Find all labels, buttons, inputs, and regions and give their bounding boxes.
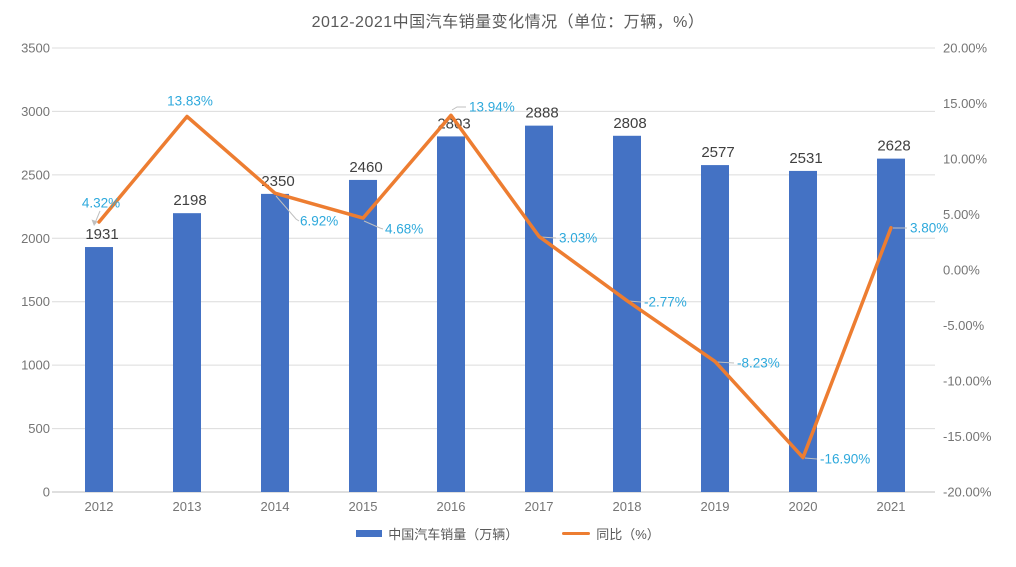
right-axis-tick-label: 10.00% [943, 152, 988, 167]
right-axis-tick-label: 20.00% [943, 41, 988, 56]
x-axis-label: 2020 [789, 499, 818, 514]
bar-value-label: 2628 [877, 138, 910, 155]
label-leader-line [275, 195, 300, 222]
line-series-swatch-icon [562, 531, 591, 536]
bar-value-label: 2350 [261, 173, 294, 190]
right-axis-tick-label: 0.00% [943, 263, 980, 278]
yoy-point-label: -2.77% [644, 295, 687, 310]
yoy-point-label: 13.83% [167, 94, 213, 109]
bar [349, 179, 377, 492]
left-axis-tick-label: 3500 [21, 41, 50, 56]
label-leader-line [628, 300, 642, 303]
yoy-point-label: 3.03% [559, 231, 597, 246]
bar [437, 136, 465, 492]
legend-label-sales: 中国汽车销量（万辆） [388, 527, 519, 542]
legend-item-yoy: 同比（%） [562, 524, 660, 543]
bar [85, 247, 113, 492]
bar-value-label: 2531 [789, 150, 822, 167]
yoy-point-label: -16.90% [820, 452, 870, 467]
chart-title: 2012-2021中国汽车销量变化情况（单位：万辆，%） [311, 14, 705, 31]
bar [701, 165, 729, 492]
left-axis-tick-label: 2500 [21, 167, 50, 182]
bar [789, 170, 817, 493]
yoy-point-label: 4.68% [385, 222, 423, 237]
label-leader-line [716, 361, 735, 364]
yoy-line [97, 113, 893, 460]
right-axis-tick-label: 15.00% [943, 96, 988, 111]
x-axis-label: 2014 [261, 499, 290, 514]
bar-value-label: 2888 [525, 105, 558, 122]
left-axis-tick-label: 0 [43, 485, 50, 500]
bar-series-swatch-icon [356, 530, 383, 537]
bar-value-label: 2198 [173, 192, 206, 209]
label-leader-line [540, 236, 557, 239]
bar-value-label: 2460 [349, 159, 382, 176]
yoy-point-label: -8.23% [737, 356, 780, 371]
yoy-point-label: 6.92% [300, 214, 338, 229]
x-axis-label: 2013 [173, 499, 202, 514]
x-axis-label: 2016 [437, 499, 466, 514]
yoy-point-label: 3.80% [910, 221, 948, 236]
x-axis-label: 2015 [349, 499, 378, 514]
left-axis-tick-label: 2000 [21, 231, 50, 246]
bar-value-label: 2808 [613, 115, 646, 132]
bar-value-label: 1931 [85, 226, 118, 243]
left-axis-tick-label: 3000 [21, 104, 50, 119]
x-axis-label: 2019 [701, 499, 730, 514]
x-axis-label: 2012 [85, 499, 114, 514]
left-axis-tick-label: 500 [28, 421, 50, 436]
right-axis-tick-label: 5.00% [943, 207, 980, 222]
bar [261, 193, 289, 492]
bar-value-label: 2577 [701, 144, 734, 161]
label-leader-line [451, 106, 466, 111]
right-axis-tick-label: -20.00% [943, 485, 992, 500]
x-axis-label: 2017 [525, 499, 554, 514]
label-leader-arrow-icon [91, 219, 98, 226]
right-axis-tick-label: -5.00% [943, 318, 985, 333]
yoy-point-label: 4.32% [82, 196, 120, 211]
bar [877, 158, 905, 492]
right-axis-tick-label: -10.00% [943, 374, 992, 389]
legend: 中国汽车销量（万辆） 同比（%） [0, 524, 1016, 543]
label-leader-line [804, 457, 818, 460]
label-leader-line [363, 220, 384, 230]
bar [613, 135, 641, 492]
right-axis-tick-label: -15.00% [943, 429, 992, 444]
bar [525, 125, 553, 493]
x-axis-label: 2021 [877, 499, 906, 514]
left-axis-tick-label: 1000 [21, 358, 50, 373]
yoy-point-label: 13.94% [469, 100, 515, 115]
x-axis-label: 2018 [613, 499, 642, 514]
bar [173, 213, 201, 492]
left-axis-tick-label: 1500 [21, 294, 50, 309]
legend-item-sales: 中国汽车销量（万辆） [356, 524, 518, 543]
legend-label-yoy: 同比（%） [596, 527, 660, 542]
